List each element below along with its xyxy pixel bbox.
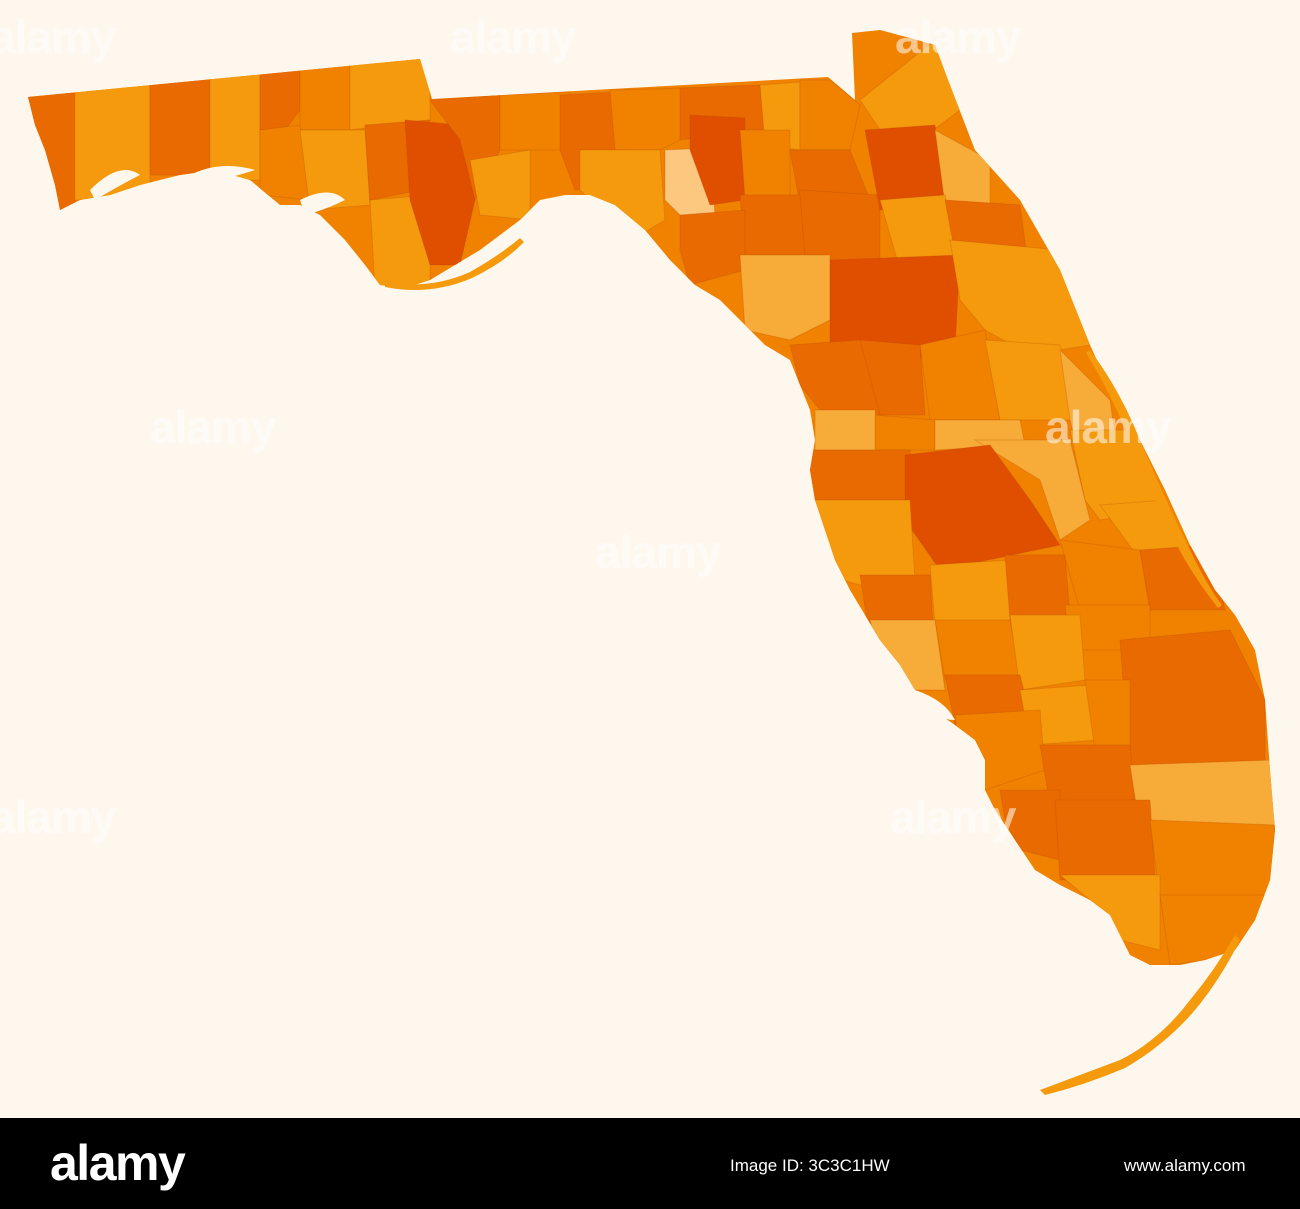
county-shape: [973, 439, 1091, 541]
county-shape: [349, 54, 431, 131]
county-shape: [814, 409, 881, 451]
county-shape: [799, 79, 861, 151]
county-shape: [859, 39, 961, 141]
county-shape: [299, 129, 371, 211]
county-shape: [1004, 554, 1071, 621]
county-shape: [1054, 799, 1156, 881]
county-shape: [739, 194, 806, 261]
coast-feature: [190, 166, 255, 185]
map-area: alamy alamy alamy alamy alamy alamy alam…: [28, 30, 1275, 1095]
coast-feature: [800, 527, 830, 560]
county-shape: [149, 74, 211, 176]
county-shape: [999, 789, 1061, 861]
county-shape: [28, 79, 81, 211]
county-shape: [739, 129, 791, 201]
coastline-islands: [90, 166, 1240, 1095]
county-shape: [874, 414, 936, 451]
florida-county-map: [28, 30, 1275, 1095]
county-shape: [1159, 894, 1271, 965]
county-shape: [929, 559, 1016, 626]
footer-bar: alamy Image ID: 3C3C1HW www.alamy.com: [0, 1118, 1300, 1209]
coast-feature: [90, 170, 140, 200]
coast-feature: [915, 690, 955, 720]
county-shape: [1129, 759, 1275, 831]
county-shape: [739, 254, 831, 341]
county-shape: [1058, 874, 1161, 951]
county-shape: [1149, 819, 1275, 901]
footer-logo: alamy: [50, 1135, 186, 1191]
site-url-link[interactable]: www.alamy.com: [1124, 1156, 1246, 1175]
county-shape: [809, 449, 916, 501]
county-shape: [299, 59, 351, 131]
county-shape: [609, 87, 691, 151]
coast-feature: [1086, 350, 1222, 608]
county-shapes: [28, 30, 1275, 965]
county-shape: [469, 149, 531, 221]
county-shape: [689, 114, 746, 206]
image-id-label: Image ID: 3C3C1HW: [730, 1156, 890, 1175]
county-shape: [869, 619, 946, 691]
coast-feature: [300, 192, 345, 215]
county-shape: [859, 339, 926, 416]
county-shape: [579, 149, 666, 236]
county-shape: [209, 69, 261, 181]
county-shape: [934, 619, 1021, 681]
coast-feature: [385, 238, 524, 290]
county-shape: [679, 209, 746, 286]
